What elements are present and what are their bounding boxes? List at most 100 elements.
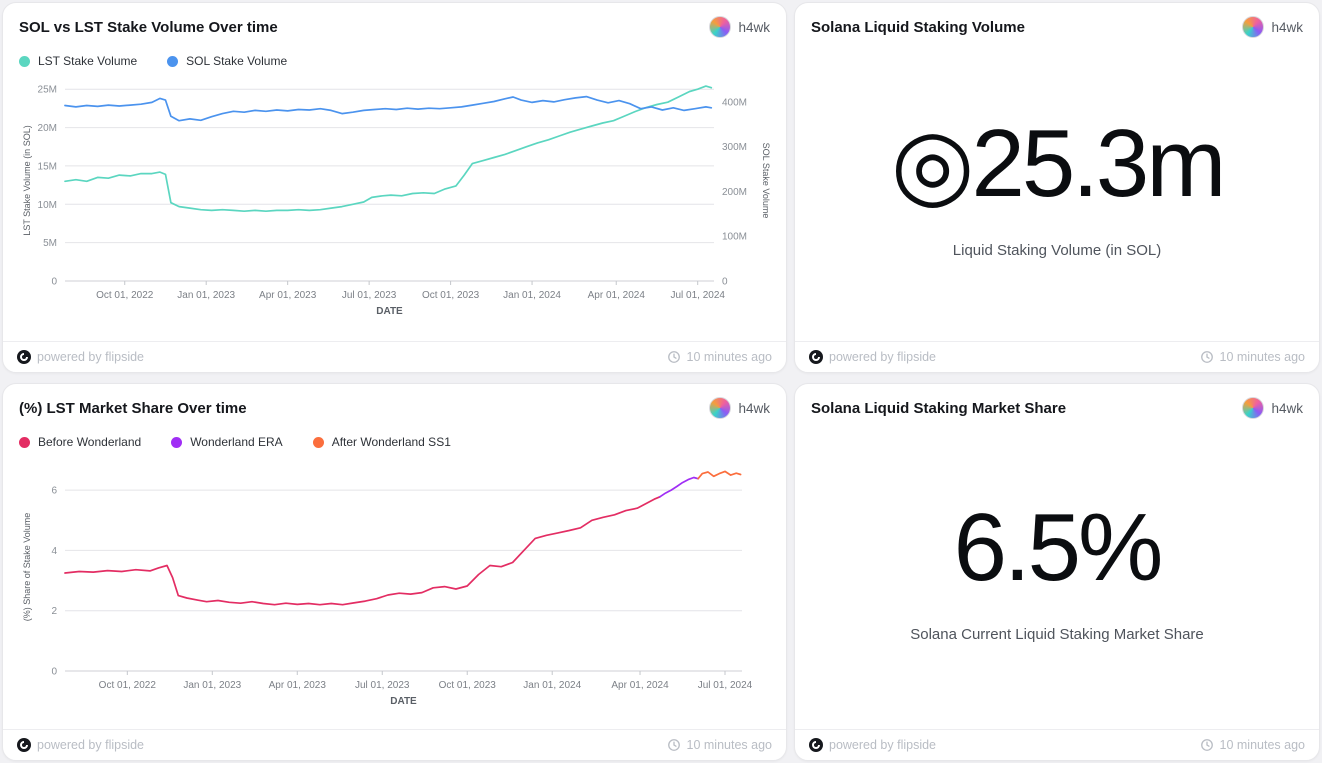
- legend-item[interactable]: LST Stake Volume: [19, 54, 137, 68]
- card-header: (%) LST Market Share Over time h4wk: [3, 384, 786, 424]
- powered-by-link[interactable]: powered by flipside: [809, 738, 936, 752]
- svg-text:Jul 01, 2023: Jul 01, 2023: [355, 680, 410, 691]
- svg-text:0: 0: [51, 667, 57, 678]
- card-liquid-staking-volume: Solana Liquid Staking Volume h4wk ◎25.3m…: [794, 2, 1320, 373]
- svg-text:Apr 01, 2023: Apr 01, 2023: [269, 680, 327, 691]
- user-avatar[interactable]: [1242, 16, 1265, 38]
- last-updated: 10 minutes ago: [1200, 350, 1305, 364]
- legend-label: After Wonderland SS1: [331, 435, 451, 449]
- author-link[interactable]: h4wk: [1242, 16, 1303, 38]
- svg-text:SOL Stake Volume: SOL Stake Volume: [761, 143, 771, 219]
- legend-dot-icon: [171, 436, 183, 448]
- svg-text:Apr 01, 2023: Apr 01, 2023: [259, 290, 317, 301]
- legend-dot-icon: [19, 436, 30, 448]
- svg-text:Jan 01, 2024: Jan 01, 2024: [523, 680, 581, 691]
- line-chart-sol-vs-lst[interactable]: 0 5M 10M 15M 20M 25M 0 100M 200M 300M 400M Oct 01, …: [19, 72, 772, 325]
- svg-text:Jan 01, 2023: Jan 01, 2023: [183, 680, 241, 691]
- user-avatar[interactable]: [1242, 397, 1265, 419]
- svg-text:DATE: DATE: [390, 696, 417, 707]
- card-lst-market-share-chart: (%) LST Market Share Over time h4wk Befo…: [2, 383, 787, 761]
- stat-value: ◎25.3m: [890, 109, 1227, 217]
- svg-text:DATE: DATE: [376, 306, 403, 317]
- svg-text:Oct 01, 2022: Oct 01, 2022: [99, 680, 157, 691]
- legend-item[interactable]: After Wonderland SS1: [312, 435, 451, 449]
- chart-legend: Before Wonderland Wonderland ERA After Won…: [3, 424, 786, 451]
- clock-icon: [1200, 351, 1213, 363]
- author-link[interactable]: h4wk: [1242, 397, 1303, 419]
- card-header: Solana Liquid Staking Volume h4wk: [795, 3, 1319, 43]
- svg-text:0: 0: [51, 277, 57, 288]
- powered-by-label: powered by flipside: [829, 350, 937, 364]
- last-updated-label: 10 minutes ago: [686, 350, 772, 364]
- svg-text:Oct 01, 2023: Oct 01, 2023: [439, 680, 497, 691]
- username: h4wk: [1271, 19, 1303, 35]
- powered-by-label: powered by flipside: [37, 350, 145, 364]
- svg-text:LST Stake Volume (in SOL): LST Stake Volume (in SOL): [22, 125, 32, 235]
- stat-body: ◎25.3m Liquid Staking Volume (in SOL): [795, 43, 1319, 341]
- card-header: Solana Liquid Staking Market Share h4wk: [795, 384, 1319, 424]
- svg-text:5M: 5M: [43, 238, 57, 249]
- svg-text:Jan 01, 2024: Jan 01, 2024: [503, 290, 561, 301]
- username: h4wk: [1271, 400, 1303, 416]
- legend-label: LST Stake Volume: [38, 54, 138, 68]
- stat-caption: Solana Current Liquid Staking Market Sha…: [910, 626, 1204, 643]
- stat-caption: Liquid Staking Volume (in SOL): [952, 241, 1162, 259]
- chart-title: (%) LST Market Share Over time: [19, 399, 247, 417]
- svg-text:100M: 100M: [722, 232, 747, 243]
- flipside-logo-icon: [809, 738, 823, 752]
- powered-by-link[interactable]: powered by flipside: [809, 350, 936, 364]
- svg-text:6: 6: [51, 486, 57, 497]
- card-footer: powered by flipside 10 minutes ago: [795, 729, 1319, 760]
- svg-text:Jul 01, 2024: Jul 01, 2024: [698, 680, 753, 691]
- stat-title: Solana Liquid Staking Volume: [811, 18, 1025, 36]
- author-link[interactable]: h4wk: [709, 16, 770, 38]
- svg-text:Jul 01, 2023: Jul 01, 2023: [342, 290, 397, 301]
- svg-text:Jan 01, 2023: Jan 01, 2023: [177, 290, 235, 301]
- card-footer: powered by flipside 10 minutes ago: [3, 341, 786, 372]
- legend-dot-icon: [167, 55, 179, 67]
- clock-icon: [1200, 739, 1213, 751]
- card-sol-vs-lst-chart: SOL vs LST Stake Volume Over time h4wk L…: [2, 2, 787, 373]
- card-footer: powered by flipside 10 minutes ago: [3, 729, 786, 760]
- chart-area: 0 5M 10M 15M 20M 25M 0 100M 200M 300M 400M Oct 01, …: [3, 70, 786, 325]
- powered-by-label: powered by flipside: [829, 738, 937, 752]
- user-avatar[interactable]: [709, 397, 732, 419]
- powered-by-label: powered by flipside: [37, 738, 145, 752]
- legend-label: Before Wonderland: [38, 435, 142, 449]
- legend-item[interactable]: Wonderland ERA: [171, 435, 283, 449]
- powered-by-link[interactable]: powered by flipside: [17, 738, 144, 752]
- card-market-share-stat: Solana Liquid Staking Market Share h4wk …: [794, 383, 1320, 761]
- powered-by-link[interactable]: powered by flipside: [17, 350, 144, 364]
- line-chart-market-share[interactable]: 0 2 4 6 Oct 01, 2022 Jan 01, 2023 Apr 01, 2023…: [19, 453, 772, 715]
- legend-label: SOL Stake Volume: [186, 54, 288, 68]
- last-updated-label: 10 minutes ago: [1219, 350, 1305, 364]
- legend-dot-icon: [19, 55, 30, 67]
- svg-text:25M: 25M: [38, 85, 57, 96]
- legend-item[interactable]: SOL Stake Volume: [167, 54, 287, 68]
- svg-text:300M: 300M: [722, 142, 747, 153]
- card-header: SOL vs LST Stake Volume Over time h4wk: [3, 3, 786, 43]
- username: h4wk: [738, 400, 770, 416]
- svg-text:Jul 01, 2024: Jul 01, 2024: [670, 290, 725, 301]
- flipside-logo-icon: [17, 738, 31, 752]
- svg-text:Apr 01, 2024: Apr 01, 2024: [611, 680, 669, 691]
- stat-title: Solana Liquid Staking Market Share: [811, 399, 1067, 417]
- svg-text:Apr 01, 2024: Apr 01, 2024: [588, 290, 646, 301]
- flipside-logo-icon: [809, 350, 823, 364]
- svg-text:2: 2: [51, 606, 57, 617]
- author-link[interactable]: h4wk: [709, 397, 770, 419]
- legend-dot-icon: [312, 436, 324, 448]
- chart-legend: LST Stake Volume SOL Stake Volume: [3, 43, 786, 70]
- svg-text:15M: 15M: [38, 161, 57, 172]
- card-footer: powered by flipside 10 minutes ago: [795, 341, 1319, 372]
- clock-icon: [667, 739, 680, 751]
- last-updated: 10 minutes ago: [667, 350, 772, 364]
- svg-text:10M: 10M: [38, 200, 57, 211]
- user-avatar[interactable]: [709, 16, 732, 38]
- legend-label: Wonderland ERA: [190, 435, 283, 449]
- svg-text:Oct 01, 2023: Oct 01, 2023: [422, 290, 480, 301]
- legend-item[interactable]: Before Wonderland: [19, 435, 141, 449]
- svg-text:4: 4: [51, 546, 57, 557]
- last-updated: 10 minutes ago: [1200, 738, 1305, 752]
